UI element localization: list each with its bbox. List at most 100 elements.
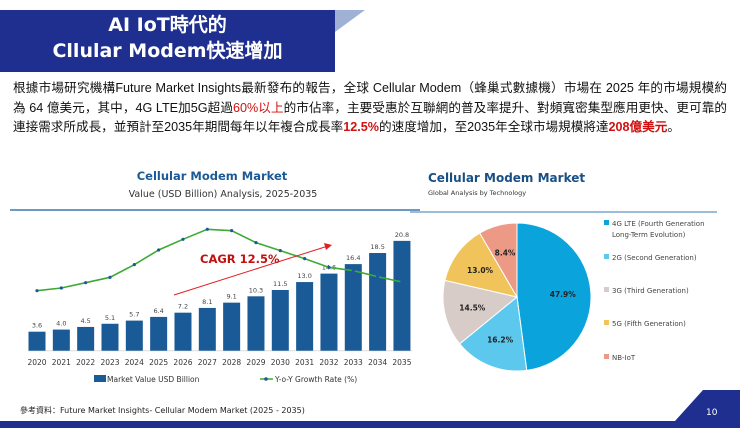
legend-label: 4G LTE (Fourth Generation Long-Term Evolu…	[612, 220, 705, 239]
footer-bar	[0, 421, 740, 428]
x-tick-label: 2021	[52, 358, 71, 367]
bars-group: 3.6 2020 4.0 2021 4.5 2022 5.1 2023 5.7 2024 6.4 20…	[27, 231, 412, 367]
pie-slice-2	[442, 279, 519, 345]
legend-label: NB-IoT	[612, 354, 636, 362]
legend-line-label: Y-o-Y Growth Rate (%)	[274, 375, 357, 384]
growth-point-2032	[327, 265, 331, 269]
slide-title: AI IoT時代的 Cllular Modem快速增加	[0, 12, 335, 64]
legend-label: 5G (Fifth Generation)	[612, 320, 686, 328]
bar-2021	[52, 329, 70, 351]
legend-swatch	[604, 287, 609, 292]
x-tick-label: 2025	[149, 358, 168, 367]
bar-value-label: 4.5	[80, 317, 90, 325]
cagr-arrow	[173, 245, 329, 296]
x-tick-label: 2031	[295, 358, 314, 367]
bar-2029	[247, 296, 265, 351]
x-tick-label: 2027	[198, 358, 217, 367]
bar-2024	[125, 320, 143, 351]
cagr-arrowhead	[324, 243, 332, 250]
legend-bar-label: Market Value USD Billion	[107, 375, 200, 384]
bar-value-label: 18.5	[370, 243, 384, 251]
bar-chart-title: Cellular Modem Market	[137, 169, 288, 183]
x-tick-label: 2033	[344, 358, 363, 367]
bar-legend: Market Value USD Billion Y-o-Y Growth Ra…	[94, 375, 357, 384]
bar-value-label: 10.3	[249, 286, 263, 294]
bar-2027	[198, 307, 216, 351]
body-paragraph: 根據市場研究機構Future Market Insights最新發布的報告，全球…	[13, 79, 727, 138]
growth-point-2024	[132, 263, 136, 267]
x-tick-label: 2035	[392, 358, 411, 367]
pie-slice-0	[516, 222, 592, 371]
reference-footnote: 參考資料：Future Market Insights- Cellular Mo…	[20, 406, 305, 415]
bar-value-label: 9.1	[226, 293, 236, 301]
growth-point-2027	[205, 227, 209, 231]
bar-value-label: 4.0	[56, 320, 66, 328]
bar-2022	[77, 326, 95, 351]
bar-2035	[393, 240, 411, 351]
growth-point-2035	[400, 280, 404, 284]
pie-slice-label: 14.5%	[459, 303, 486, 312]
highlight-cagr: 12.5%	[343, 120, 379, 134]
bar-value-label: 13.0	[297, 272, 311, 280]
bar-2031	[296, 282, 314, 351]
bar-value-label: 3.6	[32, 322, 42, 330]
bar-value-label: 5.1	[105, 314, 115, 322]
growth-point-2022	[84, 281, 88, 285]
growth-point-2021	[59, 286, 63, 290]
pie-slice-4	[479, 222, 518, 299]
x-tick-label: 2022	[76, 358, 95, 367]
pie-legend: 4G LTE (Fourth Generation Long-Term Evolu…	[604, 220, 705, 362]
growth-point-2026	[181, 237, 185, 241]
highlight-market-size: 208億美元	[608, 120, 668, 134]
pie-chart-subtitle: Global Analysis by Technology	[428, 189, 526, 197]
bar-2020	[28, 331, 46, 351]
pie-slice-1	[458, 296, 528, 372]
bar-chart-subtitle: Value (USD Billion) Analysis, 2025-2035	[129, 189, 318, 200]
x-tick-label: 2034	[368, 358, 387, 367]
highlight-share: 60%以上	[233, 100, 284, 115]
legend-label: 3G (Third Generation)	[612, 287, 689, 295]
legend-swatch	[604, 254, 609, 259]
title-line-1: AI IoT時代的	[108, 14, 227, 36]
page-number: 10	[706, 408, 718, 418]
bar-value-label: 11.5	[273, 280, 287, 288]
pie-chart-title: Cellular Modem Market	[428, 171, 585, 185]
x-tick-label: 2029	[246, 358, 265, 367]
x-tick-label: 2024	[125, 358, 144, 367]
bar-2032	[320, 273, 338, 351]
text-1: 根據市場研究機構Future Market Insights最新發布的報告，全球…	[13, 81, 727, 115]
title-line-2: Cllular Modem快速增加	[52, 40, 283, 62]
text-4: 。	[667, 120, 680, 134]
growth-point-2030	[278, 249, 282, 253]
growth-rate-line	[36, 228, 403, 292]
banner-corner-accent	[335, 10, 365, 32]
bar-value-label: 6.4	[153, 307, 163, 315]
growth-line-group	[35, 227, 404, 293]
x-tick-label: 2032	[319, 358, 338, 367]
growth-point-2029	[254, 241, 258, 245]
x-tick-label: 2030	[271, 358, 290, 367]
growth-point-2020	[35, 289, 39, 293]
growth-point-2025	[157, 248, 161, 252]
bar-2023	[101, 323, 119, 351]
legend-swatch	[604, 320, 609, 325]
growth-point-2033	[351, 269, 355, 273]
bar-value-label: 8.1	[202, 298, 212, 306]
pie-slice-label: 16.2%	[487, 336, 514, 345]
pie-group: 47.9% 16.2% 14.5% 13.0%8.4%	[442, 222, 592, 372]
title-banner	[0, 10, 335, 72]
growth-point-2023	[108, 275, 112, 279]
text-3: 的速度增加，至2035年全球市場規模將達	[379, 120, 609, 134]
bar-value-label: 16.4	[346, 254, 360, 262]
x-tick-label: 2023	[100, 358, 119, 367]
legend-bar-swatch	[94, 375, 106, 382]
bar-2026	[174, 312, 192, 351]
pie-slice-label: 13.0%	[467, 266, 494, 275]
cagr-annotation: CAGR 12.5%	[200, 252, 280, 266]
footer-accent-fill	[703, 390, 740, 421]
bar-2025	[150, 316, 168, 351]
pie-slice-3	[444, 232, 519, 298]
legend-label: 2G (Second Generation)	[612, 254, 697, 262]
footer-accent	[675, 390, 703, 421]
